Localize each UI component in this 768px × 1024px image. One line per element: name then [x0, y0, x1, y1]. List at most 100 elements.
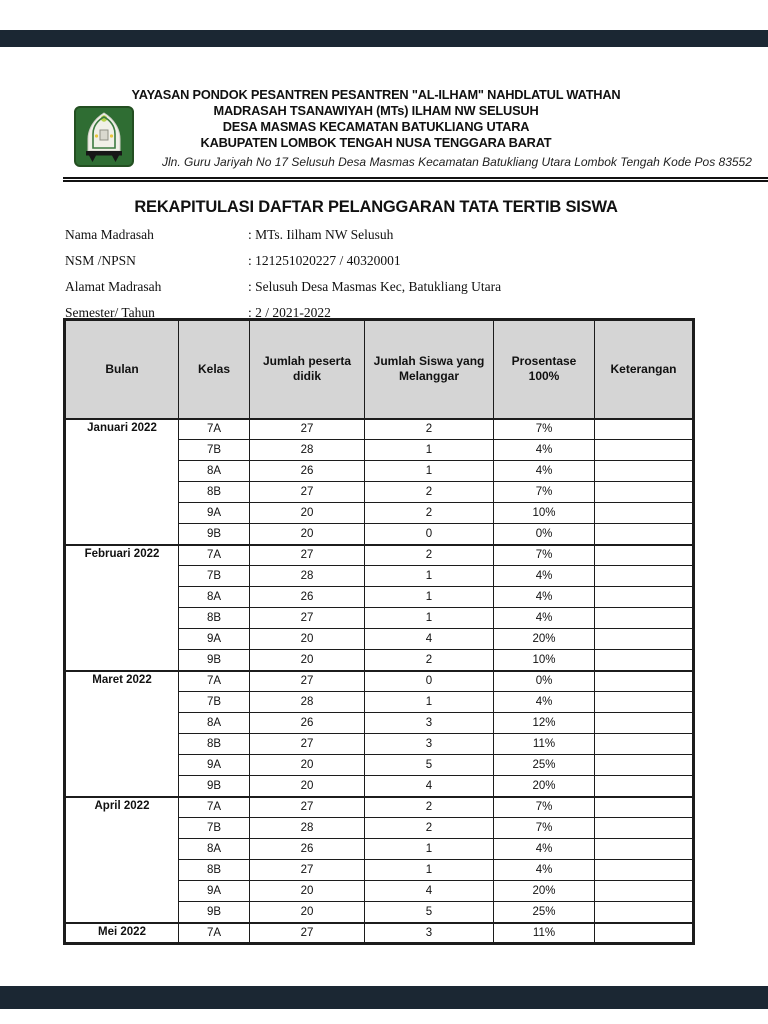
violations-table-body: Januari 2022 7A 27 2 7% 7B 28 1 4% 8A 26 1 4% 8B 27 2 7%… — [64, 417, 694, 944]
cell-jumlah-melanggar: 1 — [364, 607, 494, 629]
table-row: 8B 27 2 7% — [65, 481, 694, 503]
table-row: 9B 20 0 0% — [65, 523, 694, 545]
cell-jumlah-melanggar: 1 — [364, 838, 494, 860]
cell-keterangan — [594, 775, 694, 797]
cell-keterangan — [594, 691, 694, 713]
cell-prosentase: 10% — [493, 502, 595, 524]
cell-prosentase: 20% — [493, 880, 595, 902]
cell-kelas: 9B — [178, 523, 250, 545]
cell-jumlah-melanggar: 2 — [364, 417, 494, 440]
table-row: Maret 2022 7A 27 0 0% — [64, 669, 694, 797]
cell-jumlah-melanggar: 3 — [364, 921, 494, 944]
cell-jumlah-melanggar: 1 — [364, 859, 494, 881]
org-name-line: KABUPATEN LOMBOK TENGAH NUSA TENGGARA BA… — [200, 135, 552, 150]
cell-kelas: 8B — [178, 859, 250, 881]
cell-jumlah-melanggar: 4 — [364, 628, 494, 650]
cell-keterangan — [594, 460, 694, 482]
meta-value: : MTs. Iilham NW Selusuh — [248, 227, 394, 242]
cell-keterangan — [594, 859, 694, 881]
page-gap-bottom — [0, 986, 768, 1009]
cell-jumlah-peserta-didik: 26 — [249, 586, 365, 608]
cell-jumlah-peserta-didik: 28 — [249, 565, 365, 587]
cell-jumlah-peserta-didik: 20 — [249, 523, 365, 545]
meta-label: Semester/ Tahun — [65, 305, 155, 320]
meta-label: Alamat Madrasah — [65, 279, 162, 294]
org-name-line: YAYASAN PONDOK PESANTREN PESANTREN "AL-I… — [131, 87, 621, 102]
cell-prosentase: 25% — [493, 901, 595, 923]
cell-keterangan — [594, 565, 694, 587]
cell-jumlah-peserta-didik: 27 — [249, 543, 365, 566]
cell-prosentase: 4% — [493, 607, 595, 629]
table-row: Februari 2022 7A 27 2 7% — [64, 543, 694, 671]
col-header-jumlah-siswa-melanggar: Jumlah Siswa yang Melanggar — [364, 319, 494, 419]
table-header-row: Bulan Kelas Jumlah peserta didik Jumlah … — [64, 319, 694, 419]
cell-prosentase: 12% — [493, 712, 595, 734]
cell-kelas: 8B — [178, 733, 250, 755]
cell-kelas: 9A — [178, 880, 250, 902]
meta-value: : Selusuh Desa Masmas Kec, Batukliang Ut… — [248, 279, 502, 294]
cell-jumlah-peserta-didik: 27 — [249, 733, 365, 755]
cell-jumlah-peserta-didik: 26 — [249, 838, 365, 860]
cell-kelas: 7B — [178, 817, 250, 839]
cell-kelas: 8A — [178, 460, 250, 482]
table-row: 9B 20 5 25% — [65, 901, 694, 923]
cell-kelas: 9A — [178, 628, 250, 650]
cell-jumlah-melanggar: 1 — [364, 460, 494, 482]
cell-jumlah-peserta-didik: 20 — [249, 775, 365, 797]
cell-kelas: 7A — [178, 921, 250, 944]
cell-jumlah-peserta-didik: 28 — [249, 691, 365, 713]
cell-keterangan — [594, 439, 694, 461]
cell-jumlah-melanggar: 1 — [364, 565, 494, 587]
month-cell: Februari 2022 — [64, 543, 179, 671]
cell-prosentase: 7% — [493, 795, 595, 818]
cell-keterangan — [594, 838, 694, 860]
cell-keterangan — [594, 628, 694, 650]
document-meta: Nama Madrasah : MTs. Iilham NW Selusuh N… — [65, 226, 501, 330]
cell-jumlah-peserta-didik: 20 — [249, 649, 365, 671]
cell-jumlah-melanggar: 0 — [364, 523, 494, 545]
cell-keterangan — [594, 880, 694, 902]
cell-kelas: 7A — [178, 417, 250, 440]
cell-keterangan — [594, 649, 694, 671]
cell-jumlah-peserta-didik: 27 — [249, 417, 365, 440]
cell-jumlah-peserta-didik: 28 — [249, 439, 365, 461]
cell-kelas: 9B — [178, 775, 250, 797]
col-header-bulan: Bulan — [64, 319, 179, 419]
cell-jumlah-peserta-didik: 20 — [249, 901, 365, 923]
cell-jumlah-peserta-didik: 20 — [249, 502, 365, 524]
cell-jumlah-melanggar: 4 — [364, 775, 494, 797]
cell-jumlah-melanggar: 0 — [364, 669, 494, 692]
month-cell: Januari 2022 — [64, 417, 179, 545]
cell-jumlah-melanggar: 2 — [364, 795, 494, 818]
cell-kelas: 7B — [178, 565, 250, 587]
cell-keterangan — [594, 523, 694, 545]
cell-prosentase: 7% — [493, 481, 595, 503]
cell-kelas: 9B — [178, 901, 250, 923]
cell-jumlah-peserta-didik: 26 — [249, 460, 365, 482]
letterhead-address: Jln. Guru Jariyah No 17 Selusuh Desa Mas… — [162, 155, 752, 169]
cell-prosentase: 7% — [493, 817, 595, 839]
cell-jumlah-peserta-didik: 27 — [249, 607, 365, 629]
cell-prosentase: 4% — [493, 565, 595, 587]
cell-prosentase: 4% — [493, 439, 595, 461]
cell-kelas: 9A — [178, 754, 250, 776]
cell-kelas: 7A — [178, 669, 250, 692]
table-row: 8B 27 1 4% — [65, 607, 694, 629]
cell-keterangan — [594, 733, 694, 755]
page-gap-top — [0, 30, 768, 47]
cell-kelas: 9A — [178, 502, 250, 524]
meta-label: NSM /NPSN — [65, 253, 136, 268]
table-row: 9B 20 2 10% — [65, 649, 694, 671]
cell-prosentase: 0% — [493, 523, 595, 545]
cell-jumlah-melanggar: 2 — [364, 543, 494, 566]
cell-kelas: 7A — [178, 795, 250, 818]
cell-jumlah-melanggar: 1 — [364, 691, 494, 713]
cell-jumlah-melanggar: 2 — [364, 502, 494, 524]
cell-keterangan — [594, 502, 694, 524]
cell-jumlah-peserta-didik: 27 — [249, 669, 365, 692]
cell-prosentase: 11% — [493, 733, 595, 755]
cell-jumlah-peserta-didik: 27 — [249, 859, 365, 881]
table-row: April 2022 7A 27 2 7% — [64, 795, 694, 923]
col-header-keterangan: Keterangan — [594, 319, 694, 419]
letterhead: YAYASAN PONDOK PESANTREN PESANTREN "AL-I… — [0, 87, 752, 151]
